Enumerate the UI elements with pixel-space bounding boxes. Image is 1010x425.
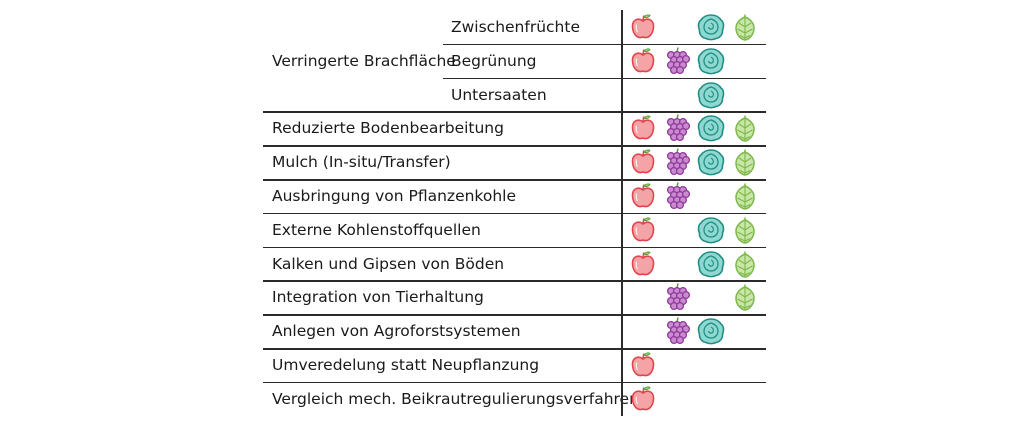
row-label: Externe Kohlenstoffquellen [272, 220, 481, 239]
subrow-divider [443, 43, 766, 46]
row-label: Reduzierte Bodenbearbeitung [272, 119, 504, 138]
row-label: Integration von Tierhaltung [272, 288, 484, 307]
subrow-label: Begrünung [451, 51, 537, 70]
row-divider [263, 314, 766, 316]
row-divider [263, 348, 766, 350]
row-label: Vergleich mech. Beikrautregulierungsverf… [272, 389, 639, 408]
group-label: Verringerte Brachfläche [272, 51, 456, 70]
hop-icon [730, 147, 760, 177]
subrow-divider [443, 77, 766, 80]
hop-icon [730, 282, 760, 312]
apple-icon [628, 147, 658, 177]
apple-icon [628, 181, 658, 211]
cabbage-icon [696, 12, 726, 42]
row-label: Mulch (In-situ/Transfer) [272, 153, 451, 172]
hop-icon [730, 181, 760, 211]
row-label: Ausbringung von Pflanzenkohle [272, 186, 517, 205]
apple-icon [628, 12, 658, 42]
apple-icon [628, 350, 658, 380]
row-label: Anlegen von Agroforstsystemen [272, 322, 521, 341]
row-label: Kalken und Gipsen von Böden [272, 254, 505, 273]
grape-icon [662, 181, 692, 211]
row-divider [263, 280, 766, 282]
grape-icon [662, 46, 692, 76]
cabbage-icon [696, 113, 726, 143]
hop-icon [730, 249, 760, 279]
hop-icon [730, 12, 760, 42]
row-divider [263, 111, 766, 113]
grape-icon [662, 113, 692, 143]
apple-icon [628, 384, 658, 414]
row-divider [263, 246, 766, 249]
row-divider [263, 381, 766, 384]
cabbage-icon [696, 249, 726, 279]
grape-icon [662, 316, 692, 346]
apple-icon [628, 249, 658, 279]
apple-icon [628, 215, 658, 245]
hop-icon [730, 215, 760, 245]
apple-icon [628, 46, 658, 76]
grape-icon [662, 147, 692, 177]
cabbage-icon [696, 316, 726, 346]
cabbage-icon [696, 46, 726, 76]
subrow-label: Zwischenfrüchte [451, 17, 580, 36]
cabbage-icon [696, 80, 726, 110]
cabbage-icon [696, 147, 726, 177]
row-label: Umveredelung statt Neupflanzung [272, 355, 540, 374]
row-divider [263, 145, 766, 147]
row-divider [263, 212, 766, 215]
subrow-label: Untersaaten [451, 85, 547, 104]
cabbage-icon [696, 215, 726, 245]
column-divider [621, 10, 623, 416]
grape-icon [662, 282, 692, 312]
apple-icon [628, 113, 658, 143]
row-divider [263, 179, 766, 181]
hop-icon [730, 113, 760, 143]
